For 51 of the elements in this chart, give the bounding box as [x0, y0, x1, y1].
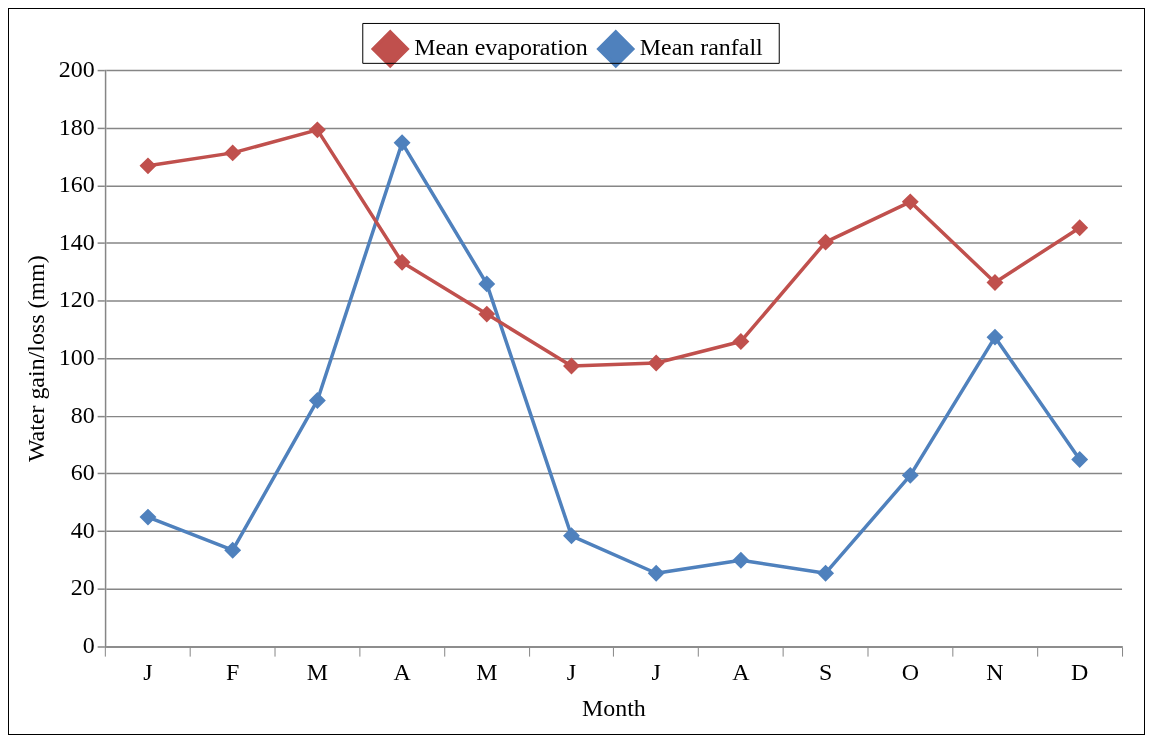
point	[817, 234, 834, 250]
x-tick-label: O	[901, 659, 919, 686]
y-tick-label: 40	[70, 516, 95, 543]
point	[902, 467, 919, 484]
point	[224, 542, 241, 558]
point	[733, 333, 749, 350]
x-tick-label: M	[306, 659, 329, 686]
x-tick-label: J	[143, 659, 153, 686]
y-tick-label: 120	[58, 286, 95, 313]
point	[309, 122, 326, 138]
x-tick-label: M	[476, 659, 498, 686]
point	[394, 135, 410, 151]
y-tick-label: 140	[58, 228, 95, 255]
x-tick-label: D	[1071, 659, 1089, 686]
x-tick-label: J	[651, 659, 661, 686]
legend-label: Mean ranfall	[639, 34, 764, 61]
point	[648, 355, 664, 371]
point	[733, 552, 749, 568]
y-tick-label: 200	[58, 56, 95, 83]
point	[987, 329, 1003, 345]
point	[140, 509, 156, 525]
point	[394, 254, 410, 271]
x-tick-label: S	[818, 659, 833, 686]
point	[817, 565, 834, 581]
x-axis-title: Month	[581, 694, 646, 721]
x-tick-label: N	[986, 659, 1004, 686]
x-tick-label: A	[732, 659, 751, 686]
legend-label: Mean evaporation	[414, 34, 588, 61]
y-tick-label: 180	[58, 113, 95, 140]
point	[309, 392, 326, 409]
y-tick-label: 160	[58, 171, 95, 198]
y-tick-label: 0	[82, 631, 95, 658]
x-tick-label: F	[226, 659, 240, 686]
x-tick-label: A	[393, 659, 412, 686]
point	[563, 358, 580, 374]
x-tick-label: J	[566, 659, 577, 686]
point	[1071, 220, 1088, 236]
y-tick-label: 100	[58, 344, 95, 371]
point	[563, 528, 580, 544]
y-tick-label: 20	[70, 574, 95, 601]
point	[987, 274, 1003, 291]
point	[140, 158, 156, 174]
point	[479, 306, 495, 322]
y-tick-label: 60	[70, 459, 95, 486]
point	[479, 276, 495, 292]
y-axis-title: Water gain/loss (mm)	[22, 255, 49, 463]
point	[224, 145, 241, 161]
point	[1071, 451, 1088, 468]
y-tick-label: 80	[70, 401, 95, 428]
point	[648, 565, 664, 581]
point	[902, 194, 919, 210]
